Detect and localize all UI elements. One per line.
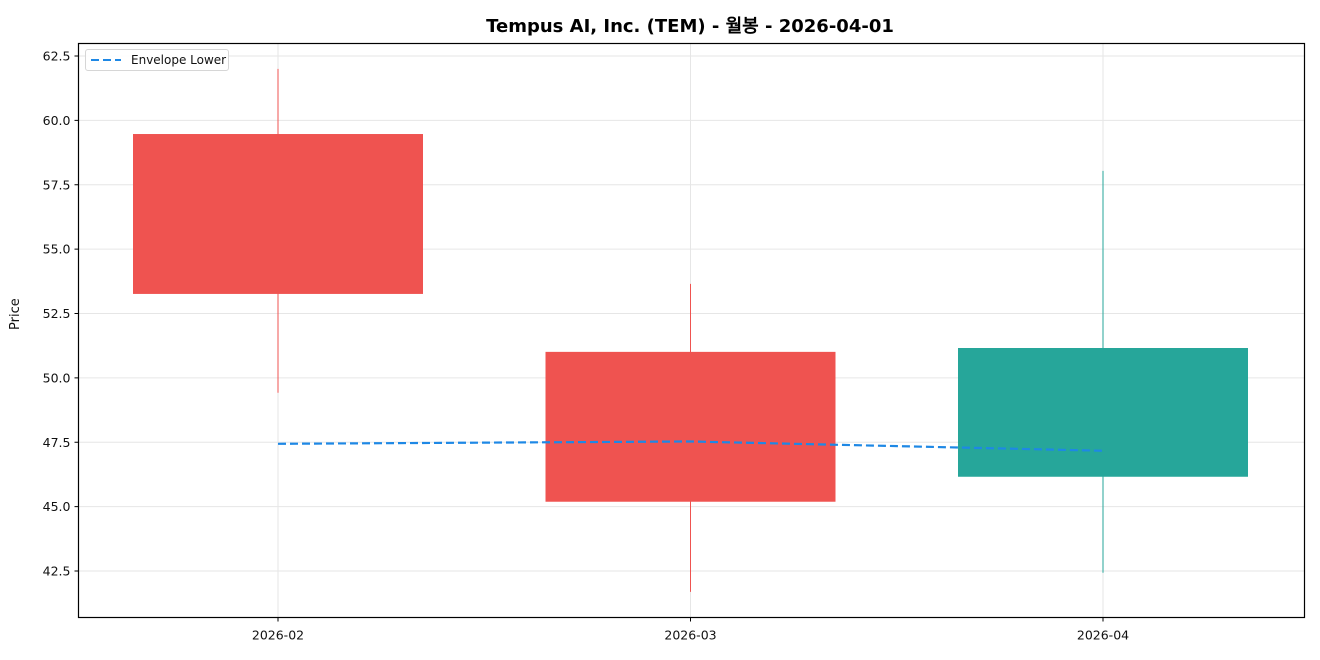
plot-frame [77, 42, 1306, 619]
candle-body [133, 134, 423, 294]
y-tick-label: 52.5 [43, 306, 71, 321]
chart-title: Tempus AI, Inc. (TEM) - 월봉 - 2026-04-01 [486, 16, 894, 37]
envelope-lower-line [277, 440, 1104, 452]
candlesticks [133, 68, 1248, 592]
x-axis-ticks: 2026-02 2026-03 2026-04 [252, 617, 1129, 643]
y-tick-label: 57.5 [43, 177, 71, 192]
envelope-lower-polyline [277, 440, 1104, 452]
y-tick-label: 42.5 [43, 564, 71, 579]
x-tick-label: 2026-04 [1077, 628, 1129, 643]
candle-2026-02 [133, 68, 423, 393]
x-tick-label: 2026-02 [252, 628, 304, 643]
y-tick-label: 60.0 [43, 113, 71, 128]
y-tick-label: 45.0 [43, 499, 71, 514]
y-tick-label: 55.0 [43, 242, 71, 257]
candle-body [545, 351, 836, 502]
y-axis-ticks: 42.5 45.0 47.5 50.0 52.5 55.0 57.5 60.0 62.5 [43, 49, 79, 579]
y-tick-label: 47.5 [43, 435, 71, 450]
x-tick-label: 2026-03 [664, 628, 716, 643]
dashed-line-icon [91, 59, 121, 61]
candle-body [958, 348, 1248, 477]
y-tick-label: 62.5 [43, 49, 71, 64]
y-tick-label: 50.0 [43, 370, 71, 385]
candle-2026-04 [958, 170, 1248, 573]
legend-label-envelope-lower: Envelope Lower [131, 53, 227, 67]
legend: Envelope Lower [85, 49, 229, 71]
grid-lines [78, 43, 1305, 618]
candle-2026-03 [545, 283, 836, 592]
